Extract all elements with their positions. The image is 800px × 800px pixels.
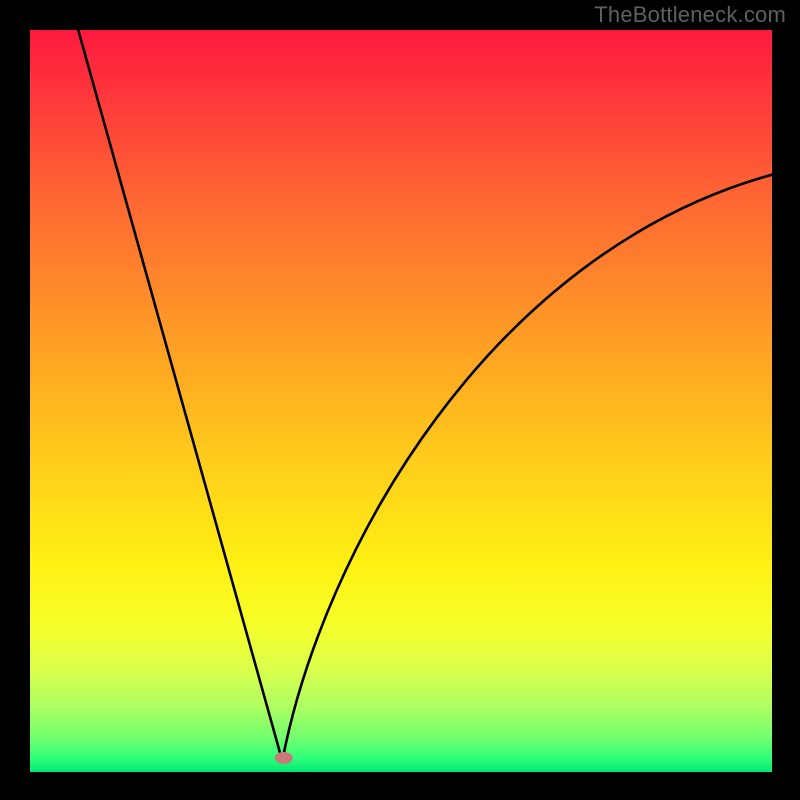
gradient-background — [30, 30, 772, 772]
watermark-text: TheBottleneck.com — [594, 2, 786, 28]
minimum-marker — [275, 752, 293, 764]
chart-container: TheBottleneck.com — [0, 0, 800, 800]
bottleneck-chart — [0, 0, 800, 800]
